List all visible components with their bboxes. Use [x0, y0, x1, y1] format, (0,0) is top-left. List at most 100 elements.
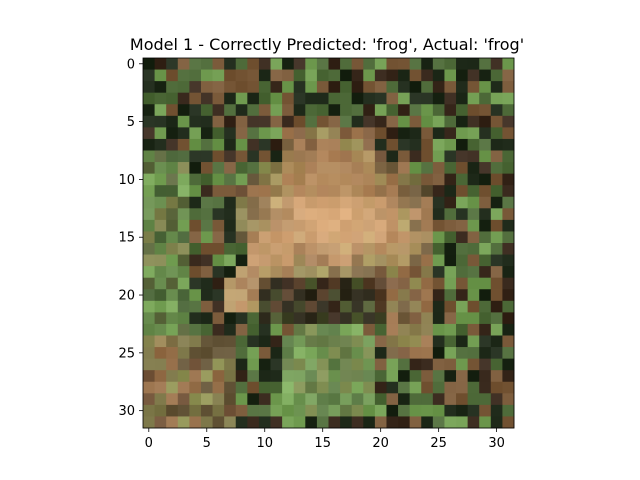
image-pixel: [316, 323, 329, 336]
image-pixel: [143, 335, 155, 348]
image-pixel: [305, 185, 318, 198]
image-pixel: [479, 115, 492, 128]
image-pixel: [398, 104, 411, 117]
image-pixel: [363, 300, 376, 313]
image-pixel: [502, 104, 515, 117]
image-pixel: [200, 150, 213, 163]
image-pixel: [270, 127, 283, 140]
image-pixel: [258, 138, 271, 151]
image-pixel: [154, 277, 167, 290]
image-pixel: [328, 127, 341, 140]
image-pixel: [340, 277, 353, 290]
image-pixel: [409, 219, 422, 232]
image-pixel: [490, 162, 503, 175]
y-tick-label: 25: [118, 346, 135, 361]
image-pixel: [305, 323, 318, 336]
image-pixel: [189, 323, 202, 336]
image-pixel: [386, 185, 399, 198]
image-pixel: [467, 231, 480, 244]
image-pixel: [363, 254, 376, 267]
image-pixel: [166, 58, 179, 70]
image-pixel: [490, 104, 503, 117]
image-pixel: [490, 277, 503, 290]
image-pixel: [200, 289, 213, 302]
image-pixel: [374, 381, 387, 394]
image-pixel: [386, 358, 399, 371]
image-pixel: [177, 370, 190, 383]
image-pixel: [305, 335, 318, 348]
image-pixel: [305, 150, 318, 163]
image-pixel: [444, 231, 457, 244]
image-pixel: [270, 185, 283, 198]
image-pixel: [305, 358, 318, 371]
image-pixel: [258, 150, 271, 163]
image-pixel: [316, 347, 329, 360]
image-pixel: [340, 127, 353, 140]
image-pixel: [305, 266, 318, 279]
image-pixel: [467, 335, 480, 348]
image-pixel: [305, 231, 318, 244]
image-pixel: [212, 185, 225, 198]
x-axis: 0 5 10 15 20 25 30: [145, 428, 505, 451]
image-pixel: [143, 289, 155, 302]
image-pixel: [282, 266, 295, 279]
image-pixel: [467, 254, 480, 267]
image-pixel: [409, 404, 422, 417]
image-pixel: [490, 231, 503, 244]
image-pixel: [258, 416, 271, 429]
image-pixel: [386, 219, 399, 232]
image-pixel: [351, 127, 364, 140]
image-pixel: [212, 208, 225, 221]
image-pixel: [386, 300, 399, 313]
image-pixel: [386, 277, 399, 290]
image-pixel: [212, 115, 225, 128]
image-pixel: [316, 381, 329, 394]
image-pixel: [282, 289, 295, 302]
image-pixel: [200, 81, 213, 94]
image-pixel: [467, 312, 480, 325]
image-pixel: [247, 370, 260, 383]
chart-title: Model 1 - Correctly Predicted: 'frog', A…: [130, 35, 524, 54]
image-pixel: [479, 323, 492, 336]
image-pixel: [444, 393, 457, 406]
image-pixel: [154, 173, 167, 186]
image-pixel: [166, 69, 179, 82]
image-pixel: [456, 416, 469, 429]
image-pixel: [374, 104, 387, 117]
image-pixel: [456, 347, 469, 360]
image-pixel: [270, 416, 283, 429]
image-pixel: [258, 104, 271, 117]
image-pixel: [258, 92, 271, 105]
image-pixel: [189, 300, 202, 313]
image-pixel: [409, 127, 422, 140]
image-pixel: [200, 300, 213, 313]
image-pixel: [154, 115, 167, 128]
image-pixel: [421, 115, 434, 128]
image-pixel: [409, 289, 422, 302]
image-pixel: [467, 266, 480, 279]
image-pixel: [235, 358, 248, 371]
image-pixel: [235, 254, 248, 267]
image-pixel: [247, 300, 260, 313]
image-pixel: [316, 208, 329, 221]
image-pixel: [328, 231, 341, 244]
image-pixel: [143, 277, 155, 290]
image-pixel: [409, 69, 422, 82]
image-pixel: [351, 277, 364, 290]
image-pixel: [502, 115, 515, 128]
image-pixel: [200, 358, 213, 371]
image-pixel: [316, 370, 329, 383]
image-pixel: [374, 277, 387, 290]
image-pixel: [351, 254, 364, 267]
image-pixel: [166, 150, 179, 163]
image-pixel: [479, 358, 492, 371]
image-pixel: [351, 81, 364, 94]
image-pixel: [386, 347, 399, 360]
image-pixel: [258, 208, 271, 221]
image-pixel: [328, 162, 341, 175]
image-pixel: [305, 92, 318, 105]
image-pixel: [235, 219, 248, 232]
image-pixel: [189, 173, 202, 186]
image-pixel: [143, 104, 155, 117]
image-pixel: [409, 150, 422, 163]
